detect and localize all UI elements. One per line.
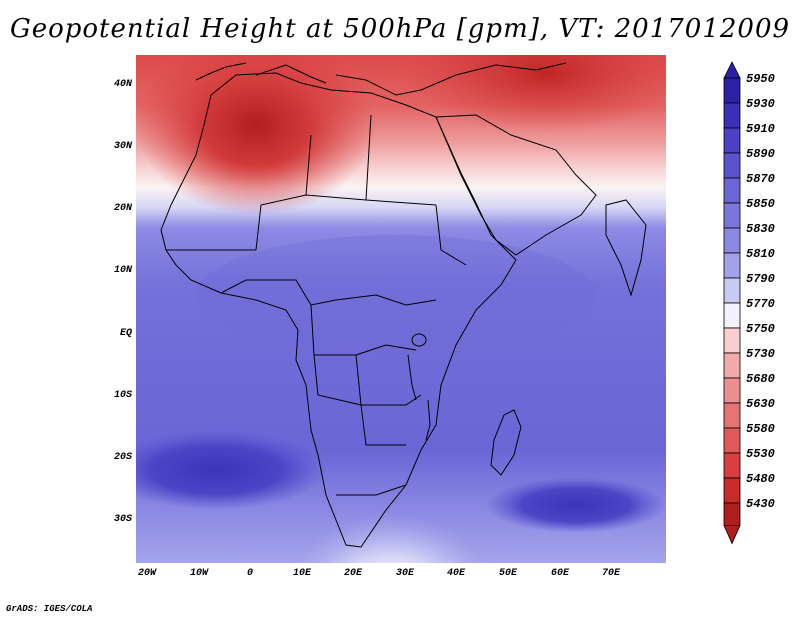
legend-label: 5580: [746, 422, 775, 436]
lat-label: 10N: [113, 265, 132, 276]
legend-label: 5530: [746, 447, 775, 461]
legend-swatch: [723, 327, 741, 354]
color-legend: 5950 5930 5910 5890 5870 5850 5830 5810 5790 5770…: [722, 60, 792, 560]
africa-coastline: [160, 72, 517, 548]
legend-swatch: [723, 302, 741, 329]
legend-swatch: [723, 402, 741, 429]
legend-swatch: [723, 227, 741, 254]
legend-label: 5810: [746, 247, 775, 261]
legend-label: 5850: [746, 197, 775, 211]
coastlines: [160, 62, 647, 548]
lon-label: 60E: [550, 568, 569, 579]
map-panel: [106, 13, 686, 618]
legend-arrow-bottom: [723, 525, 741, 545]
credit-text: GrADS: IGES/COLA: [6, 604, 93, 614]
legend-label: 5770: [746, 297, 775, 311]
lon-label: 10W: [189, 568, 208, 579]
india-coastline: [605, 199, 647, 297]
legend-swatch: [723, 377, 741, 404]
country-borders: [166, 114, 467, 496]
lat-label: 30S: [113, 514, 132, 525]
legend-label: 5750: [746, 322, 775, 336]
lon-label: 10E: [292, 568, 311, 579]
legend-label: 5890: [746, 147, 775, 161]
lat-label: EQ: [119, 328, 132, 339]
lake-malawi: [425, 399, 431, 441]
legend-swatch: [723, 127, 741, 154]
lon-label: 20W: [137, 568, 156, 579]
legend-swatch: [723, 202, 741, 229]
legend-label: 5910: [746, 122, 775, 136]
legend-swatch: [723, 177, 741, 204]
legend-label: 5730: [746, 347, 775, 361]
arabia-coastline: [435, 114, 597, 256]
lat-label: 10S: [113, 390, 132, 401]
legend-swatch: [723, 77, 741, 104]
europe-coastline: [195, 62, 567, 96]
legend-swatch: [723, 352, 741, 379]
high-center-southwest: [106, 430, 326, 510]
legend-label: 5790: [746, 272, 775, 286]
legend-label: 5950: [746, 72, 775, 86]
legend-swatch: [723, 277, 741, 304]
legend-label: 5480: [746, 472, 775, 486]
lat-label: 30N: [113, 141, 132, 152]
lake-victoria: [411, 333, 427, 347]
lon-label: 40E: [446, 568, 465, 579]
map-title: Geopotential Height at 500hPa [gpm], VT:…: [9, 14, 791, 44]
tropical-band: [196, 235, 596, 355]
lat-label: 20N: [113, 203, 132, 214]
legend-swatch: [723, 152, 741, 179]
legend-label: 5870: [746, 172, 775, 186]
legend-label: 5830: [746, 222, 775, 236]
lon-label: 20E: [343, 568, 362, 579]
lon-label: 50E: [498, 568, 517, 579]
map-svg: [106, 13, 686, 618]
lon-label: 0: [246, 568, 253, 579]
legend-swatch: [723, 452, 741, 479]
lon-label: 70E: [601, 568, 620, 579]
color-legend-svg: 5950 5930 5910 5890 5870 5850 5830 5810 5790 5770…: [723, 61, 775, 545]
legend-label: 5630: [746, 397, 775, 411]
lat-label: 20S: [113, 452, 132, 463]
legend-arrow-top: [723, 61, 741, 79]
legend-label: 5430: [746, 497, 775, 511]
lat-label: 40N: [113, 79, 132, 90]
legend-swatch: [723, 102, 741, 129]
madagascar-coastline: [490, 409, 522, 476]
legend-swatch: [723, 252, 741, 279]
legend-swatch: [723, 502, 741, 526]
legend-swatch: [723, 427, 741, 454]
lon-label: 30E: [395, 568, 414, 579]
legend-swatch: [723, 477, 741, 504]
legend-label: 5930: [746, 97, 775, 111]
lake-tanganyika: [407, 354, 417, 401]
legend-label: 5680: [746, 372, 775, 386]
high-center-southeast: [486, 477, 666, 533]
